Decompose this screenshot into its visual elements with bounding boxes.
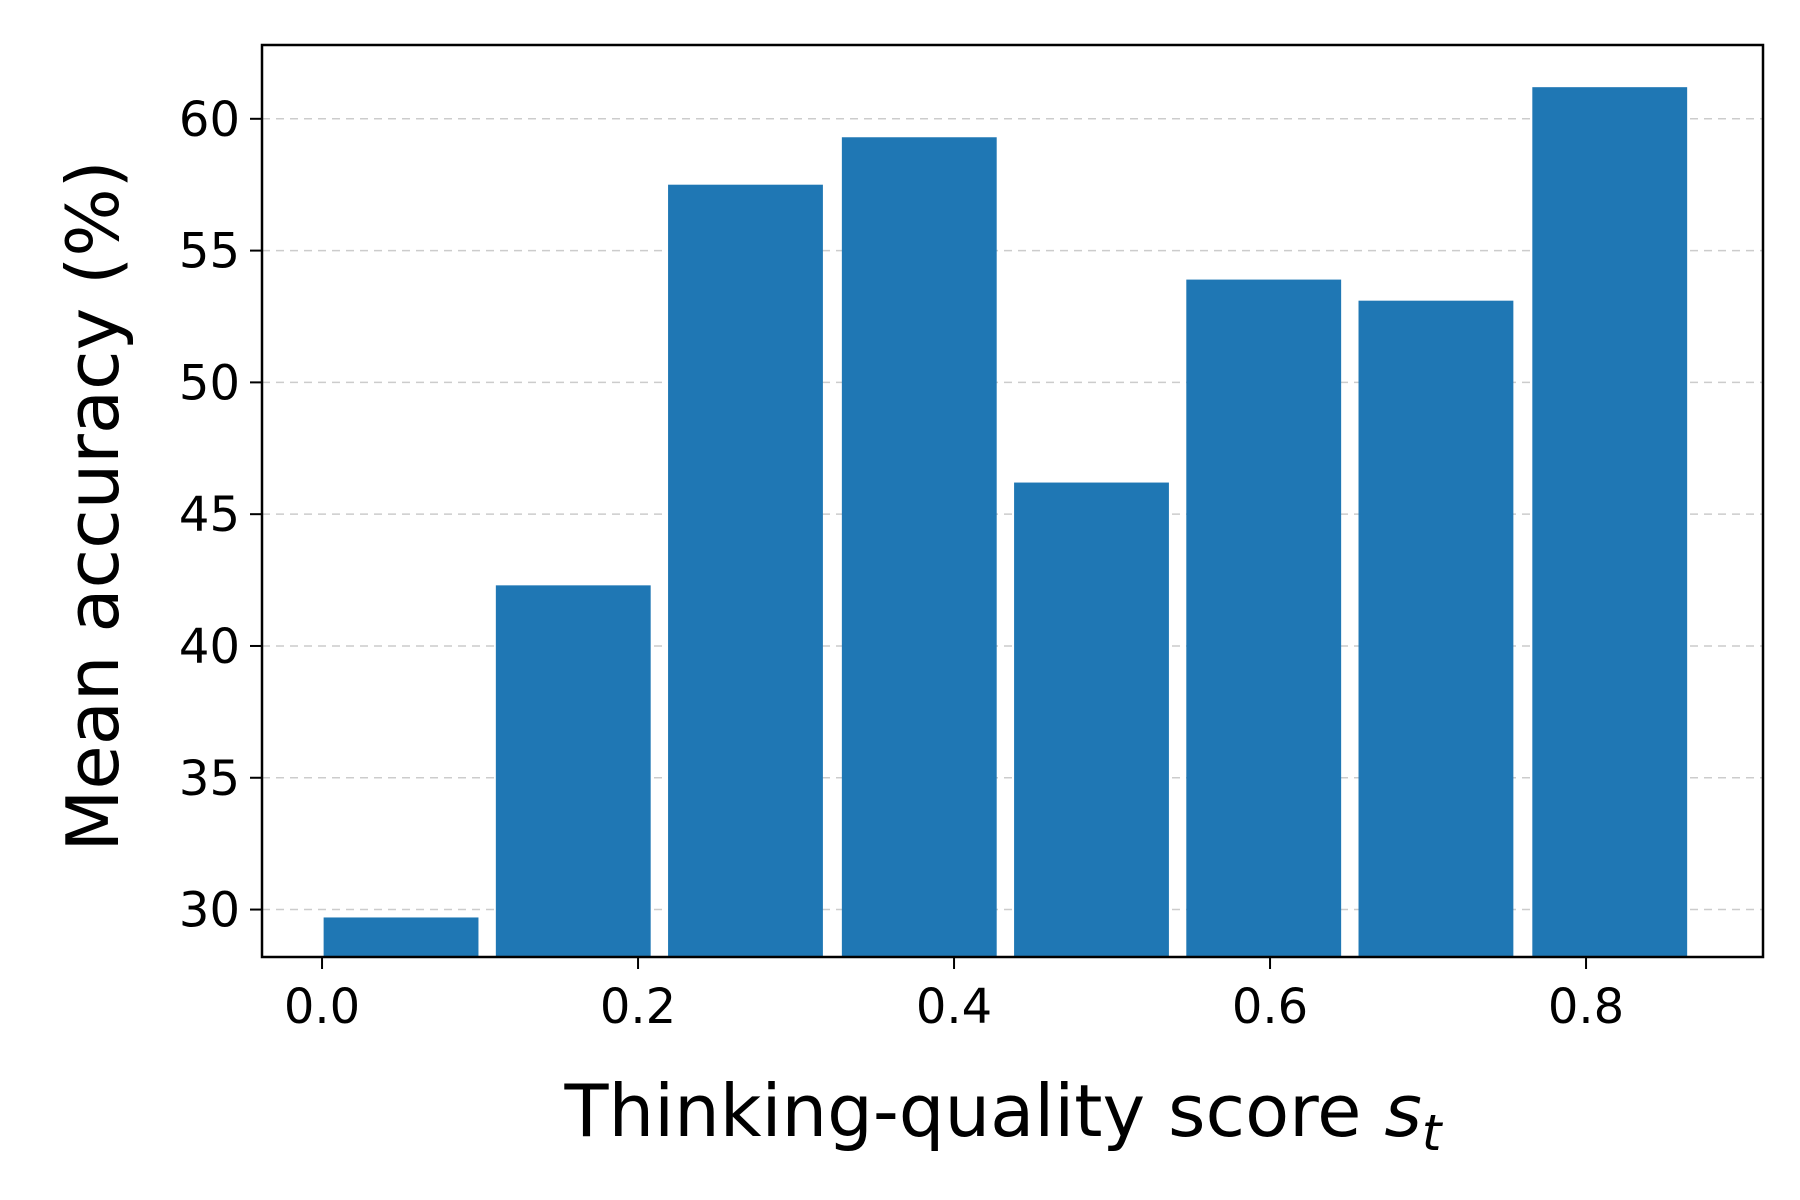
y-axis-ticks: 30 35 40 45 50 55 60 <box>179 92 262 939</box>
x-axis-label-symbol: s <box>1384 1069 1422 1153</box>
x-axis-label-subscript: t <box>1422 1104 1444 1162</box>
bar-2 <box>495 585 651 957</box>
bar-6 <box>1186 279 1342 957</box>
y-axis-label: Mean accuracy (%) <box>51 160 135 851</box>
x-tick-label: 0.8 <box>1548 979 1624 1035</box>
bar-8 <box>1532 87 1688 958</box>
y-tick-label: 30 <box>179 883 240 939</box>
y-tick-label: 35 <box>179 751 240 807</box>
y-tick-label: 50 <box>179 355 240 411</box>
plot-frame <box>260 43 1765 959</box>
bars <box>323 87 1688 958</box>
x-tick-label: 0.0 <box>284 979 360 1035</box>
bar-3 <box>668 184 823 958</box>
x-axis-ticks: 0.0 0.2 0.4 0.6 0.8 <box>284 957 1624 1035</box>
y-tick-label: 40 <box>179 619 240 675</box>
bar-1 <box>323 917 479 957</box>
bar-7 <box>1358 300 1514 958</box>
x-axis-label: Thinking-quality score st <box>564 1069 1444 1162</box>
y-tick-label: 45 <box>179 487 240 543</box>
x-tick-label: 0.4 <box>916 979 992 1035</box>
y-tick-label: 55 <box>179 224 240 280</box>
bar-4 <box>841 137 997 957</box>
bar-5 <box>1014 482 1169 957</box>
x-tick-label: 0.6 <box>1232 979 1308 1035</box>
y-tick-label: 60 <box>179 92 240 148</box>
x-tick-label: 0.2 <box>600 979 676 1035</box>
